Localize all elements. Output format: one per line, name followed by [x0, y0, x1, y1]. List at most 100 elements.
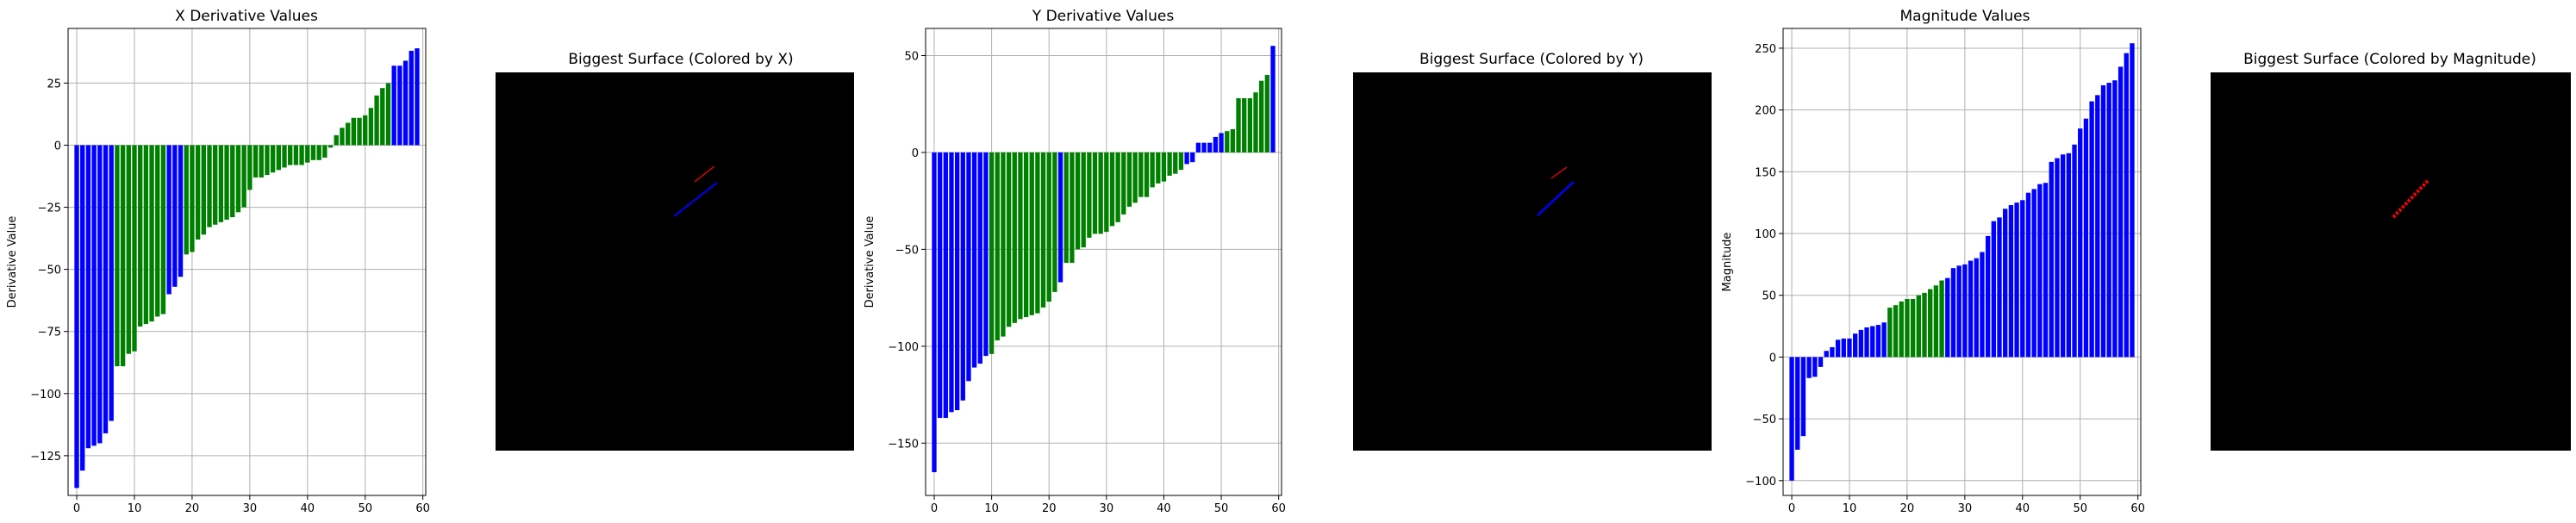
x-tick-label: 10: [984, 502, 999, 515]
bar: [213, 145, 218, 225]
bar: [1006, 152, 1012, 327]
bar: [224, 145, 229, 220]
bar: [1230, 128, 1236, 153]
bar: [1259, 80, 1264, 153]
x-tick-label: 0: [1788, 502, 1795, 515]
bar: [995, 152, 1000, 341]
bar: [1847, 338, 1852, 358]
bar: [1933, 285, 1939, 358]
surface-red-line: [1550, 166, 1568, 179]
bar: [195, 145, 201, 240]
panel-title: Biggest Surface (Colored by Magnitude): [2243, 51, 2536, 68]
bar: [1150, 152, 1155, 188]
bar: [2020, 200, 2025, 358]
bar: [1057, 152, 1063, 283]
bar: [1138, 152, 1144, 197]
x-tick-label: 30: [243, 502, 258, 515]
bar: [1012, 152, 1017, 323]
bar: [391, 65, 396, 146]
bar: [1063, 152, 1069, 264]
bar: [1974, 258, 1979, 358]
y-tick-label: −50: [38, 265, 61, 277]
bar: [1264, 74, 1270, 153]
bar: [80, 145, 85, 471]
bar: [1864, 327, 1869, 358]
bar: [253, 145, 259, 177]
panel-title: Biggest Surface (Colored by X): [568, 51, 793, 68]
bar: [85, 145, 91, 449]
bar: [2025, 192, 2031, 358]
bar: [1236, 97, 1241, 153]
y-tick-label: 50: [904, 50, 919, 63]
bar: [2089, 101, 2094, 358]
y-tick-label: −50: [1753, 414, 1776, 426]
bar: [1985, 235, 1991, 358]
bar: [247, 145, 253, 190]
bar: [989, 152, 995, 354]
bar: [259, 145, 264, 177]
bar: [270, 145, 276, 173]
bar: [1173, 152, 1178, 174]
bar: [103, 145, 109, 433]
bar: [949, 152, 954, 413]
y-tick-label: 250: [1755, 43, 1776, 56]
bar: [2095, 95, 2100, 358]
y-tick-label: −100: [30, 389, 61, 402]
bar: [1806, 357, 1812, 378]
bar: [966, 152, 971, 382]
bar: [322, 145, 327, 158]
y-tick-label: −100: [888, 341, 919, 354]
bar: [1001, 152, 1006, 337]
bar: [983, 152, 989, 357]
x-tick-label: 20: [1900, 502, 1915, 515]
bar: [1858, 329, 1864, 358]
bar: [1922, 292, 1927, 358]
x-tick-label: 60: [415, 502, 430, 515]
bar: [1104, 152, 1109, 233]
bar: [402, 60, 409, 146]
bar: [172, 145, 178, 287]
x-derivative-chart: X Derivative Values Derivative Value 0 10…: [6, 8, 430, 515]
bar: [2066, 153, 2072, 358]
x-tick-label: 30: [1100, 502, 1114, 515]
bar: [115, 145, 120, 367]
y-axis-label: Magnitude: [1721, 233, 1734, 292]
surface-image: [1353, 72, 1712, 451]
bar: [305, 145, 310, 163]
bar: [374, 95, 379, 146]
bar: [1830, 346, 1835, 358]
bar: [2060, 154, 2066, 358]
bar: [120, 145, 126, 367]
bar: [1040, 152, 1046, 308]
bar: [1195, 142, 1201, 153]
bar: [943, 152, 948, 419]
bar: [1997, 217, 2002, 358]
bar: [1144, 152, 1150, 197]
bar: [310, 145, 316, 160]
bar: [109, 145, 114, 421]
surface-blue-line: [1537, 181, 1575, 216]
bar: [1018, 152, 1023, 320]
bar: [1939, 280, 1944, 358]
bar: [971, 152, 977, 368]
bar: [178, 145, 184, 277]
bar: [241, 145, 246, 208]
bar: [1247, 97, 1253, 153]
biggest-surface-magnitude-panel: Biggest Surface (Colored by Magnitude): [2211, 51, 2571, 451]
bar: [1098, 152, 1103, 234]
bar: [1991, 221, 1996, 358]
bar: [1968, 260, 1974, 358]
surface-blue-line: [673, 182, 718, 217]
bar: [2031, 189, 2036, 358]
x-tick-label: 60: [2130, 502, 2145, 515]
bar: [143, 145, 149, 325]
x-tick-label: 30: [1958, 502, 1973, 515]
chart-title: X Derivative Values: [175, 8, 318, 25]
magnitude-chart: Magnitude Values Magnitude 0 10 20 30 40 50 60…: [1721, 8, 2145, 515]
surface-image: [2211, 72, 2571, 451]
bar: [1800, 357, 1806, 437]
bar: [1219, 133, 1224, 153]
bar: [380, 88, 385, 146]
bar: [1905, 299, 1910, 358]
bar: [97, 145, 103, 444]
